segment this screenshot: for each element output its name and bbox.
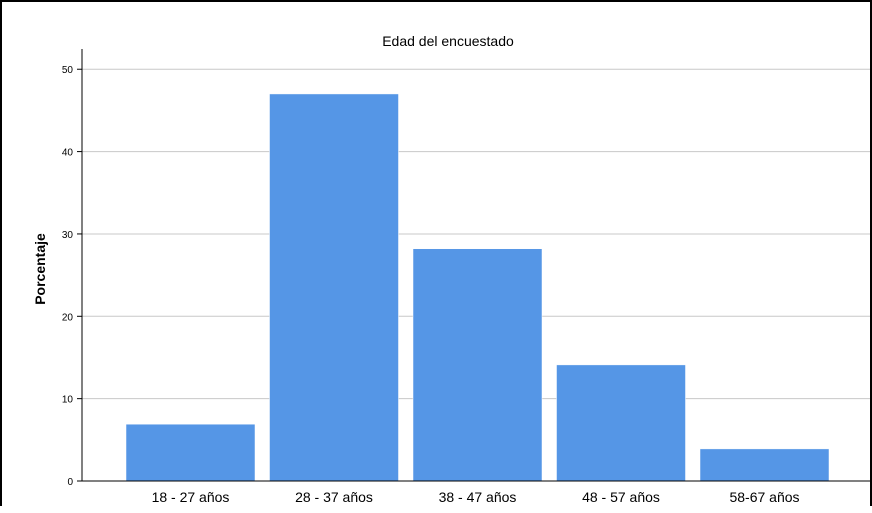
x-tick-label: 38 - 47 años — [439, 489, 517, 505]
y-axis-label: Porcentaje — [32, 233, 48, 305]
y-tick-label: 40 — [62, 148, 74, 159]
y-tick-label: 10 — [62, 395, 74, 406]
y-tick-labels: 0 10 20 30 40 50 — [62, 65, 74, 488]
y-tick-label: 50 — [62, 65, 74, 76]
x-tick-labels: 18 - 27 años 28 - 37 años 38 - 47 años 48 -… — [152, 489, 800, 505]
bars — [125, 93, 830, 482]
bar — [125, 423, 256, 482]
bar — [699, 448, 830, 482]
x-tick-label: 28 - 37 años — [295, 489, 373, 505]
grid-lines — [82, 68, 870, 400]
bar — [269, 93, 399, 482]
x-tick-label: 18 - 27 años — [152, 489, 230, 505]
y-tick-label: 0 — [67, 477, 73, 488]
bar — [412, 248, 543, 482]
axes — [77, 49, 870, 482]
x-tick-label: 58-67 años — [729, 489, 799, 505]
x-tick-label: 48 - 57 años — [582, 489, 660, 505]
bar — [556, 364, 686, 482]
chart-title: Edad del encuestado — [382, 33, 514, 49]
y-tick-label: 30 — [62, 230, 74, 241]
y-tick-label: 20 — [62, 312, 74, 323]
